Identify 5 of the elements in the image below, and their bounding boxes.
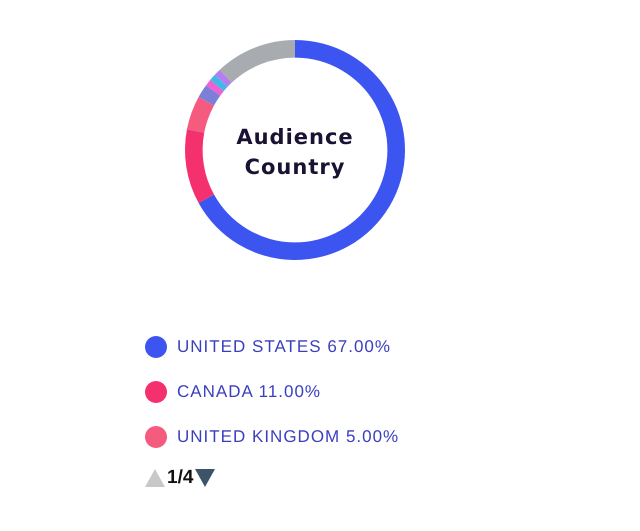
text: Audience Country bbox=[235, 124, 355, 181]
legend-label: UNITED KINGDOM 5.00% bbox=[177, 427, 400, 447]
legend-label: UNITED STATES 67.00% bbox=[177, 337, 391, 357]
text: 1/4 bbox=[167, 467, 194, 489]
legend-label: CANADA 11.00% bbox=[177, 382, 322, 402]
